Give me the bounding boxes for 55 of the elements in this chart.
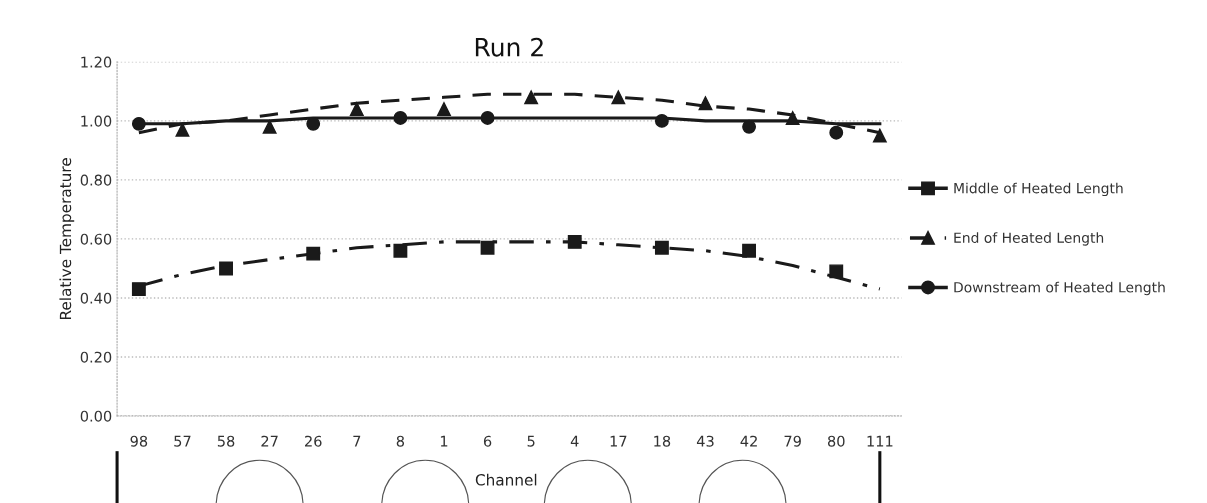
x-tick-label: 57 <box>174 435 191 447</box>
x-tick-label: 27 <box>261 435 278 447</box>
chart-title: Run 2 <box>475 37 543 57</box>
point <box>349 102 364 117</box>
point <box>262 119 277 134</box>
x-tick-label: 42 <box>740 435 757 447</box>
point <box>785 110 800 125</box>
x-axis-title: Channel <box>475 473 537 486</box>
y-tick-label: 1.00 <box>81 115 112 127</box>
x-tick-label: 4 <box>570 435 579 447</box>
x-tick-label: 5 <box>527 435 535 447</box>
point <box>611 90 626 105</box>
x-tick-label: 43 <box>696 435 714 447</box>
point <box>393 110 408 125</box>
point <box>393 243 408 258</box>
point <box>567 234 582 249</box>
x-tick-label: 26 <box>305 435 322 447</box>
point <box>480 110 495 125</box>
point <box>131 116 146 131</box>
x-tick-label: 111 <box>867 435 893 447</box>
point <box>131 282 146 297</box>
y-tick-label: 0.20 <box>80 351 112 363</box>
point <box>219 261 233 276</box>
y-tick-label: 0.00 <box>80 410 112 422</box>
y-tick-label: 1.20 <box>81 56 112 68</box>
point <box>872 128 887 143</box>
x-tick-label: 8 <box>396 435 405 447</box>
legend-label: Downstream of Heated Length <box>954 281 1165 296</box>
point <box>524 90 539 105</box>
x-tick-label: 58 <box>217 435 235 447</box>
x-tick-label: 79 <box>784 435 801 447</box>
point <box>654 113 669 128</box>
x-tick-label: 18 <box>654 435 671 447</box>
x-tick-label: 98 <box>130 435 148 447</box>
x-tick-label: 7 <box>353 435 361 447</box>
point <box>742 243 757 258</box>
point <box>437 102 451 117</box>
point <box>829 264 844 279</box>
x-tick-label: 1 <box>440 435 448 447</box>
point <box>654 240 669 255</box>
point <box>742 119 757 134</box>
point <box>306 246 321 261</box>
point <box>829 125 844 140</box>
y-tick-label: 0.80 <box>80 174 112 186</box>
point <box>480 240 495 255</box>
y-tick-label: 0.40 <box>80 292 112 304</box>
x-tick-label: 80 <box>827 435 845 447</box>
y-tick-label: 0.60 <box>80 233 112 245</box>
point <box>175 122 190 137</box>
legend-label: End of Heated Length <box>954 232 1104 246</box>
legend-label: Middle of Heated Length <box>954 182 1123 197</box>
x-tick-label: 6 <box>483 435 492 447</box>
point <box>698 96 713 111</box>
y-axis-title: Relative Temperature <box>59 158 75 320</box>
x-tick-label: 17 <box>610 435 627 447</box>
